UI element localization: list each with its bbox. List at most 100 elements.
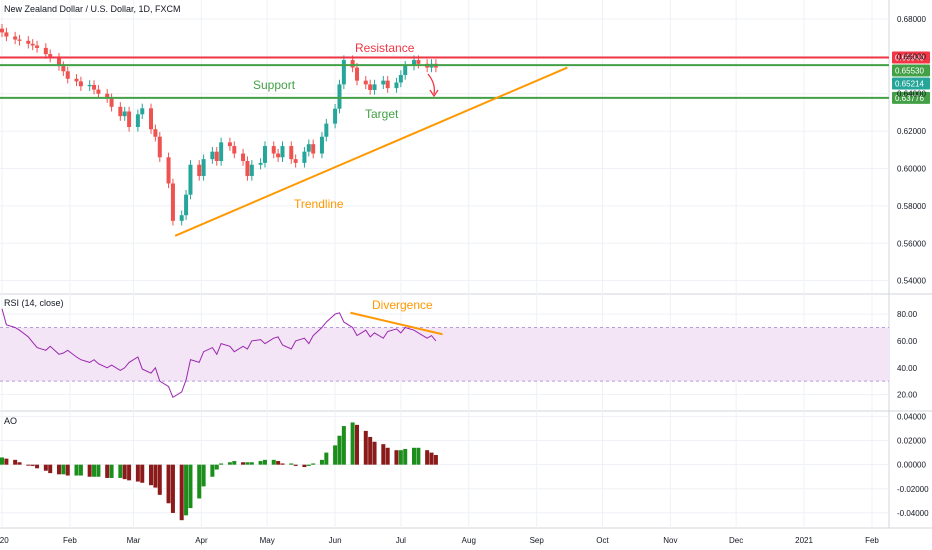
ao-bar: [78, 464, 83, 476]
candle-body: [17, 39, 22, 41]
ao-bar: [227, 462, 232, 465]
resistance-annotation: Resistance: [355, 41, 415, 55]
ao-bar: [262, 459, 267, 465]
ao-bar: [87, 464, 92, 477]
ao-bar: [17, 462, 22, 465]
ao-bar: [249, 462, 254, 465]
candle-body: [381, 80, 386, 85]
ao-bar: [197, 464, 202, 499]
candle-body: [188, 164, 193, 195]
ao-bar: [122, 464, 127, 480]
ao-bar: [403, 448, 408, 465]
time-axis-label: Feb: [63, 536, 77, 545]
time-axis-label: Oct: [596, 536, 609, 545]
candle-body: [140, 108, 145, 115]
ao-bar: [30, 464, 35, 466]
price-axis-label: 60.00: [897, 337, 918, 346]
time-axis-label: Mar: [127, 536, 141, 545]
ao-bar: [153, 464, 158, 488]
ao-bar: [381, 444, 386, 465]
ao-bar: [127, 464, 132, 481]
ao-bar: [425, 450, 430, 465]
candle-body: [319, 136, 324, 154]
ao-bar: [241, 462, 246, 465]
candle-body: [280, 146, 285, 158]
ao-bar: [245, 462, 250, 465]
time-axis-label: Nov: [663, 536, 677, 545]
ao-bar: [210, 464, 215, 477]
candle-body: [105, 93, 110, 99]
ao-bar: [219, 463, 224, 465]
rsi-series: [1, 308, 443, 399]
ao-bar: [411, 447, 416, 465]
ao-bar: [184, 464, 189, 516]
time-axis-label: Apr: [195, 536, 208, 545]
time-axis-label: 020: [0, 536, 9, 545]
ao-bar: [319, 459, 324, 465]
ao-bar: [232, 461, 237, 465]
ao-bar: [157, 464, 162, 495]
ao-bar: [149, 464, 154, 486]
time-axis-label: Aug: [462, 536, 476, 545]
price-axis-label: 0.56000: [897, 239, 926, 248]
candle-body: [219, 142, 224, 162]
candle-body: [341, 60, 346, 85]
candle-body: [184, 194, 189, 216]
target-price-badge: [892, 91, 930, 104]
candle-body: [241, 153, 246, 162]
candle-body: [262, 146, 267, 163]
candle-body: [122, 111, 127, 117]
candle-body: [153, 129, 158, 137]
candle-body: [157, 136, 162, 158]
candle-body: [311, 144, 316, 154]
trendline-layer[interactable]: [174, 66, 568, 237]
candle-body: [302, 151, 307, 163]
last-price-badge-text: 0.65214: [895, 79, 924, 88]
candle-body: [109, 98, 114, 107]
candle-body: [197, 164, 202, 176]
price-axis-label: 0.68000: [897, 15, 926, 24]
time-axis-label: Jul: [396, 536, 406, 545]
ao-bar: [140, 464, 145, 483]
candle-body: [333, 108, 338, 124]
candle-body: [350, 60, 355, 68]
ao-bar: [118, 464, 123, 478]
price-axis-label: 0.58000: [897, 202, 926, 211]
horizontal-levels[interactable]: 0.65940 0.65530 0.65214 0.63776: [0, 51, 930, 104]
candle-body: [385, 80, 390, 89]
candle-body: [74, 78, 79, 82]
chart-title: New Zealand Dollar / U.S. Dollar, 1D, FX…: [4, 4, 181, 14]
ao-bar: [337, 435, 342, 465]
time-axis-label: Feb: [865, 536, 879, 545]
candle-body: [227, 142, 232, 147]
ao-bar: [61, 464, 66, 475]
trendline[interactable]: [174, 66, 568, 237]
candle-body: [214, 151, 219, 162]
ao-bar: [293, 464, 298, 466]
time-axis-label: 2021: [795, 536, 813, 545]
price-axis-label: -0.02000: [897, 485, 929, 494]
candle-body: [324, 123, 329, 137]
chart-area-background: [0, 0, 889, 550]
ao-histogram: [0, 422, 438, 521]
ao-bar: [363, 430, 368, 465]
divergence-line[interactable]: [350, 311, 443, 336]
time-axis-label: Jun: [329, 536, 342, 545]
last-price-badge: [892, 77, 930, 90]
candle-body: [96, 89, 101, 94]
price-axis-label: 0.62000: [897, 127, 926, 136]
candle-body: [398, 75, 403, 83]
candle-body: [289, 146, 294, 160]
candle-body: [403, 65, 408, 76]
ao-bar: [179, 464, 184, 521]
candle-body: [232, 146, 237, 154]
ao-bar: [341, 426, 346, 465]
candle-body: [92, 84, 97, 90]
projection-arrow-icon: [427, 73, 436, 95]
candle-body: [48, 54, 53, 58]
candle-body: [179, 215, 184, 221]
ao-bar: [13, 459, 18, 465]
ao-bar: [306, 464, 311, 466]
